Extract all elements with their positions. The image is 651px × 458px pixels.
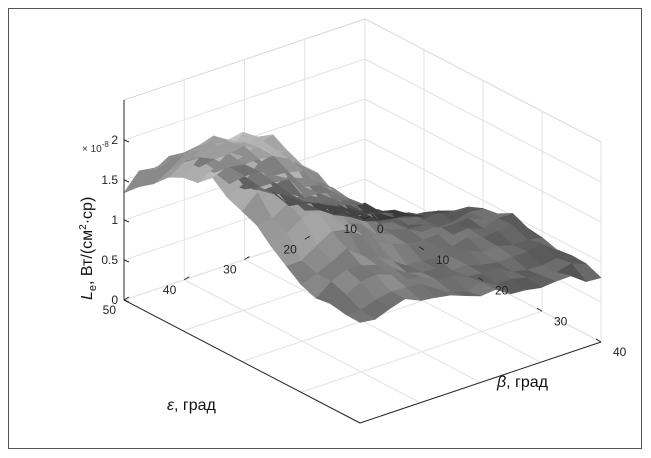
z-tick-mark [123, 139, 130, 143]
z-tick-label: 0 [111, 293, 118, 307]
x-tick-label: 40 [613, 345, 627, 359]
x-tick-label: 30 [554, 314, 568, 328]
x-tick-label: 0 [377, 222, 384, 236]
y-tick-label: 40 [163, 283, 177, 297]
y-tick-mark [123, 296, 130, 301]
x-axis-line [359, 341, 602, 424]
y-tick-mark [244, 256, 250, 260]
x-tick-mark [595, 338, 602, 343]
y-tick-mark [304, 235, 311, 240]
x-tick-label: 20 [495, 284, 509, 298]
x-tick-mark [477, 277, 484, 281]
y-tick-label: 10 [344, 222, 358, 236]
z-scale-label: × 10-8 [82, 140, 109, 155]
y-tick-label: 30 [223, 263, 237, 277]
y-axis-line [123, 299, 361, 424]
z-tick-mark [123, 219, 130, 223]
z-axis-label: Le, Вт/(см2·ср) [78, 197, 99, 300]
x-axis-label: β, град [496, 374, 549, 391]
x-tick-mark [536, 307, 543, 312]
surface-mesh [123, 131, 602, 323]
z-tick-label: 0.5 [101, 253, 118, 267]
z-tick-mark [123, 299, 130, 303]
x-tick-mark [359, 215, 366, 220]
x-tick-label: 10 [436, 253, 450, 267]
y-tick-mark [364, 215, 371, 220]
z-tick-label: 1.5 [101, 173, 118, 187]
z-tick-mark [123, 259, 130, 263]
axes-front: 0 0.5 1 1.5 2 50 40 30 20 10 0 10 20 30 40 [101, 100, 627, 424]
y-tick-mark [183, 276, 190, 281]
y-tick-label: 50 [103, 303, 117, 317]
y-axis-label: ε, град [167, 397, 217, 414]
z-tick-mark [123, 179, 130, 183]
y-floor-grid-line [184, 279, 421, 404]
z-tick-label: 2 [111, 133, 118, 147]
y-tick-label: 20 [283, 242, 297, 256]
x-tick-mark [418, 246, 425, 251]
surface-facet [123, 167, 155, 194]
z-tick-label: 1 [111, 213, 118, 227]
